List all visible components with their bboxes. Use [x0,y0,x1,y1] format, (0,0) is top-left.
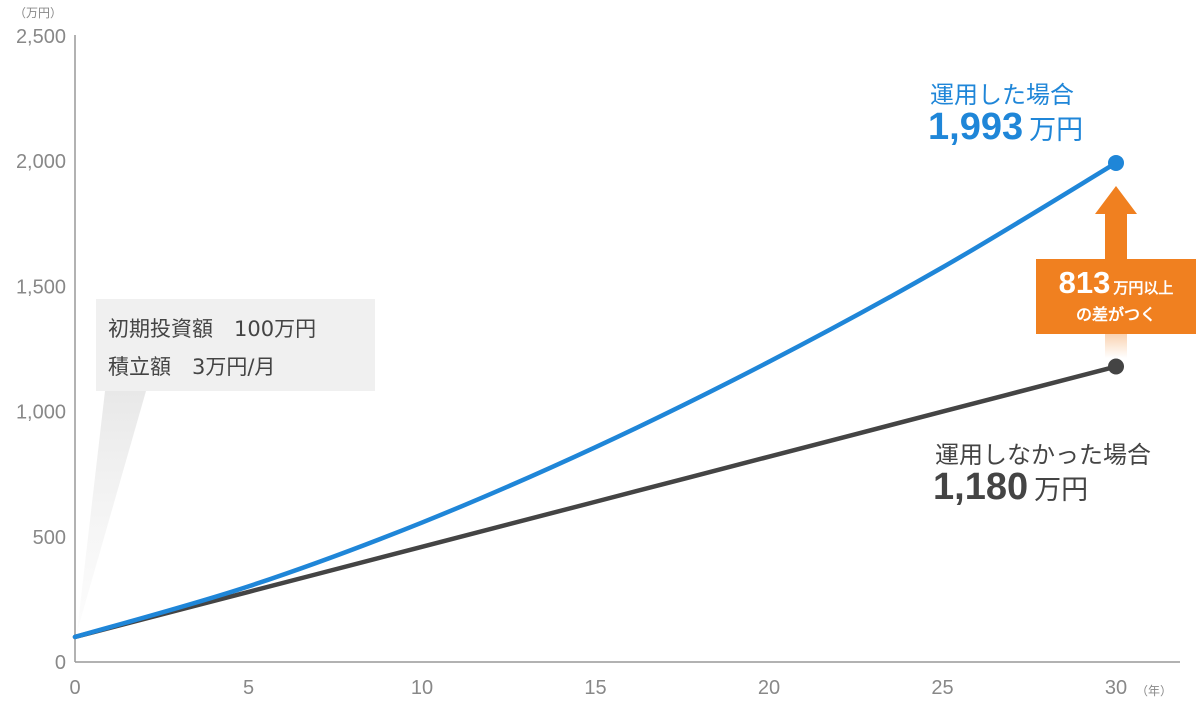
invested-value-number: 1,993 [928,106,1024,148]
monthly-contribution-text: 積立額 3万円/月 [108,355,276,379]
investment-conditions-box: 初期投資額 100万円 積立額 3万円/月 [96,299,375,391]
x-tick-label: 20 [758,677,780,699]
invested-end-point [1108,154,1124,171]
x-tick-label: 15 [584,677,606,699]
x-tick-label: 30 [1105,677,1127,699]
not-invested-value-unit: 万円 [1034,475,1089,506]
not-invested-end-point [1108,358,1124,375]
difference-value: 813 [1058,265,1111,300]
x-tick-label: 25 [931,677,953,699]
not-invested-value-number: 1,180 [933,466,1029,508]
x-unit-label: （年） [1136,684,1172,698]
x-tick-label: 0 [69,677,80,699]
y-tick-label: 1,500 [16,276,66,298]
not-invested-final-value: 1,180 万円 [933,466,1088,509]
invested-value-unit: 万円 [1029,115,1084,146]
y-tick-label: 2,000 [16,151,66,173]
initial-investment-text: 初期投資額 100万円 [108,317,317,341]
difference-caption: の差がつく [1075,305,1156,324]
y-tick-label: 0 [55,652,66,674]
y-tick-label: 500 [33,527,66,549]
not-invested-series-label: 運用しなかった場合 [935,441,1151,469]
invested-series-line [72,160,1119,640]
y-tick-label: 1,000 [16,402,66,424]
invested-final-value: 1,993 万円 [928,106,1083,149]
x-tick-label: 10 [411,677,433,699]
y-tick-label: 2,500 [16,26,66,48]
y-unit-label: （万円） [14,6,62,20]
difference-arrow-head [1095,186,1137,214]
difference-callout: 813 万円以上 の差がつく [1036,259,1196,334]
info-callout-pointer [77,391,146,632]
not-invested-series-line [72,364,1119,640]
x-tick-label: 5 [243,677,254,699]
difference-amount: 813 万円以上 [1036,265,1196,301]
difference-unit: 万円以上 [1113,279,1174,297]
invested-series-label: 運用した場合 [930,81,1074,109]
